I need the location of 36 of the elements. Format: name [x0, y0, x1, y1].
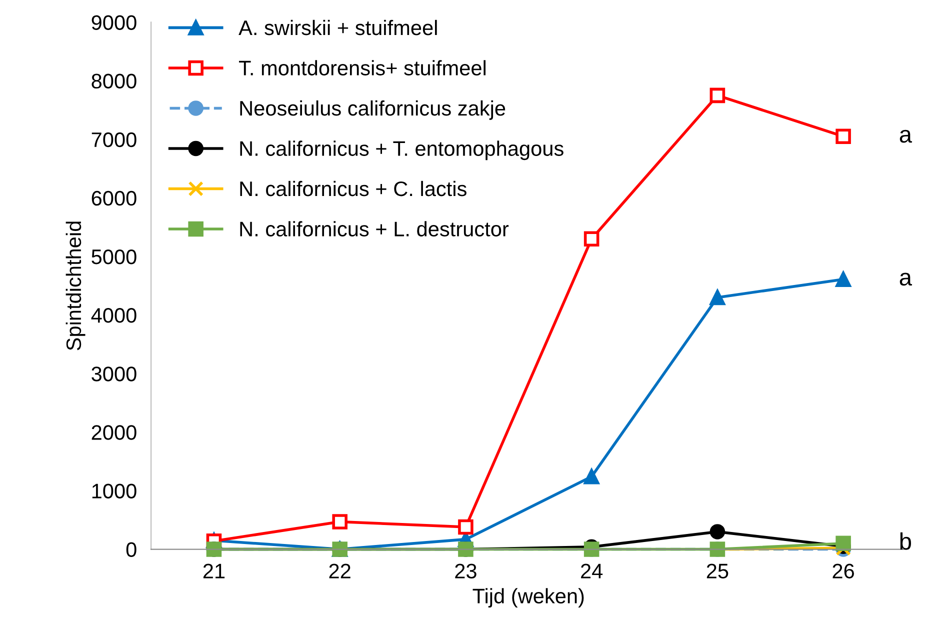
- y-tick-label: 8000: [92, 74, 136, 89]
- legend-label: T. montdorensis+ stuifmeel: [239, 60, 486, 76]
- x-tick-label: 26: [832, 564, 854, 578]
- point: [332, 514, 348, 530]
- point: [710, 290, 726, 306]
- point: [458, 519, 474, 535]
- point: [836, 272, 851, 287]
- y-tick-label: 5000: [92, 249, 136, 264]
- x-tick-label: 23: [455, 564, 476, 578]
- y-tick-label: 0: [126, 542, 136, 558]
- y-tick-label: 9000: [92, 15, 136, 30]
- legend-label: N. californicus + T. entomophagous: [240, 140, 564, 160]
- y-tick-label: 4000: [91, 308, 136, 323]
- point: [710, 88, 726, 104]
- legend-label: N. californicus + L. destructor: [240, 221, 509, 236]
- x-tick-label: 24: [581, 564, 603, 578]
- annotation: a: [900, 272, 912, 286]
- y-axis-title: Spintdichtheid: [66, 222, 86, 350]
- x-axis-title: Tijd (weken): [472, 588, 584, 608]
- x-tick-label: 21: [203, 564, 225, 578]
- point: [710, 524, 726, 540]
- y-tick-label: 6000: [92, 190, 136, 206]
- annotation: b: [900, 532, 912, 550]
- point: [584, 469, 600, 484]
- point: [584, 231, 600, 247]
- y-tick-label: 1000: [92, 484, 136, 498]
- legend-label: Neoseiulus californicus zakje: [240, 100, 506, 120]
- x-tick-label: 25: [706, 564, 728, 578]
- x-tick-label: 22: [329, 564, 350, 578]
- y-tick-label: 3000: [92, 366, 136, 382]
- legend-label: A. swirskii + stuifmeel: [238, 20, 437, 36]
- y-tick-label: 2000: [92, 425, 136, 440]
- annotation: a: [900, 130, 912, 143]
- point: [836, 128, 851, 144]
- legend-label: N. californicus + C. lactis: [240, 180, 466, 196]
- y-tick-label: 7000: [92, 132, 136, 148]
